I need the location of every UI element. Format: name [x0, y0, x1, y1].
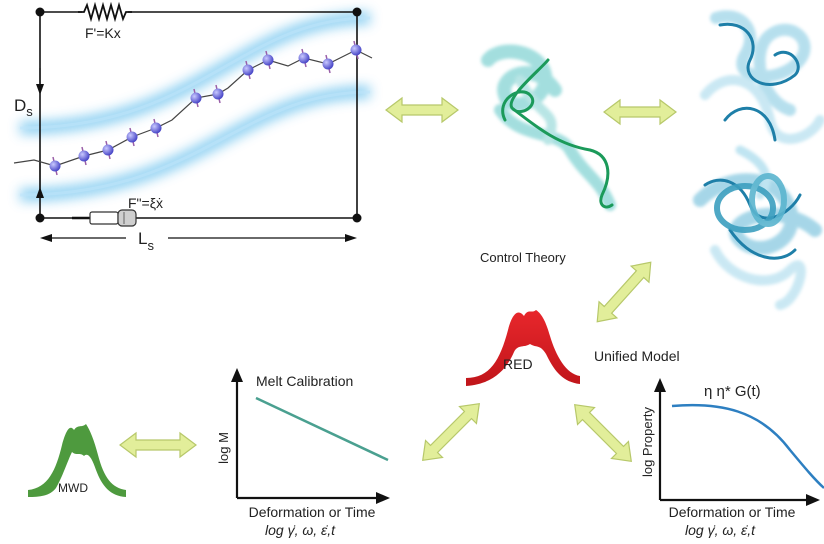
calibration-line	[255, 396, 389, 462]
red-distribution: RED	[466, 310, 580, 386]
corner-node	[352, 213, 362, 223]
unified-model-label: Unified Model	[594, 348, 680, 364]
property-ylabel: log Property	[640, 406, 655, 477]
property-xlabel-sub: log γ̇, ω, ε̇,t	[685, 522, 756, 538]
mwd-label: MWD	[58, 481, 88, 495]
mwd-distribution-shape	[28, 424, 126, 497]
dashpot-icon	[72, 209, 137, 227]
calibration-y-arrowhead	[231, 368, 243, 382]
corner-node	[352, 7, 362, 17]
length-subscript: s	[147, 238, 154, 253]
length-arrowhead	[345, 234, 357, 242]
bead	[126, 127, 138, 147]
tube-walls-core	[19, 16, 371, 197]
corner-node	[35, 213, 45, 223]
bead	[212, 84, 224, 104]
melt-calibration-plot: Melt Calibration log M Deformation or Ti…	[216, 368, 390, 538]
double-arrow-protein-to-cluster	[603, 98, 677, 126]
mwd-distribution: MWD	[28, 424, 126, 497]
tube-model-panel: F'=Kx Ds F"=ξẋ Ls	[13, 1, 373, 253]
spring-icon	[78, 1, 132, 23]
calibration-ylabel: log M	[216, 432, 231, 464]
red-label: RED	[503, 356, 533, 372]
calibration-title: Melt Calibration	[256, 373, 353, 389]
calibration-xlabel: Deformation or Time	[249, 504, 376, 520]
property-x-arrowhead	[806, 494, 820, 506]
calibration-x-arrowhead	[376, 492, 390, 504]
bead	[190, 88, 202, 108]
bead	[242, 60, 254, 80]
protein-backbone	[501, 58, 614, 209]
property-y-arrowhead	[654, 378, 666, 392]
double-arrow-mwd-to-calibration	[119, 431, 197, 459]
spring-label: F'=Kx	[85, 25, 121, 41]
diameter-subscript: s	[26, 104, 33, 119]
bead	[322, 54, 334, 74]
bead	[262, 50, 274, 70]
double-arrow-red-to-property	[574, 404, 632, 462]
diameter-arrowhead	[36, 187, 44, 198]
bead	[78, 146, 90, 166]
double-arrow-cluster-to-red	[596, 261, 652, 323]
bead	[150, 118, 162, 138]
property-plot: η η* G(t) log Property Deformation or Ti…	[640, 378, 824, 538]
property-legend: η η* G(t)	[704, 383, 761, 400]
diameter-label: Ds	[14, 96, 33, 119]
protein-structures-right	[693, 10, 824, 310]
length-arrowhead	[40, 234, 52, 242]
property-curve	[671, 403, 824, 489]
protein-structure-center	[481, 44, 616, 211]
bead	[298, 48, 310, 68]
corner-node	[35, 7, 45, 17]
control-theory-label: Control Theory	[480, 250, 566, 265]
double-arrow-calibration-to-red	[422, 403, 480, 461]
bead	[350, 40, 362, 60]
length-label: Ls	[138, 229, 154, 253]
red-distribution-shape	[466, 310, 580, 386]
tube-walls	[19, 12, 371, 201]
bead-group	[49, 40, 362, 176]
protein-backbone	[703, 22, 802, 260]
double-arrow-model-to-protein	[385, 96, 459, 124]
dashpot-label: F"=ξẋ	[128, 195, 163, 211]
property-xlabel: Deformation or Time	[669, 504, 796, 520]
bead	[49, 156, 61, 176]
calibration-xlabel-sub: log γ̇, ω, ε̇,t	[265, 522, 336, 538]
diameter-arrowhead	[36, 84, 44, 95]
bead	[102, 140, 114, 160]
